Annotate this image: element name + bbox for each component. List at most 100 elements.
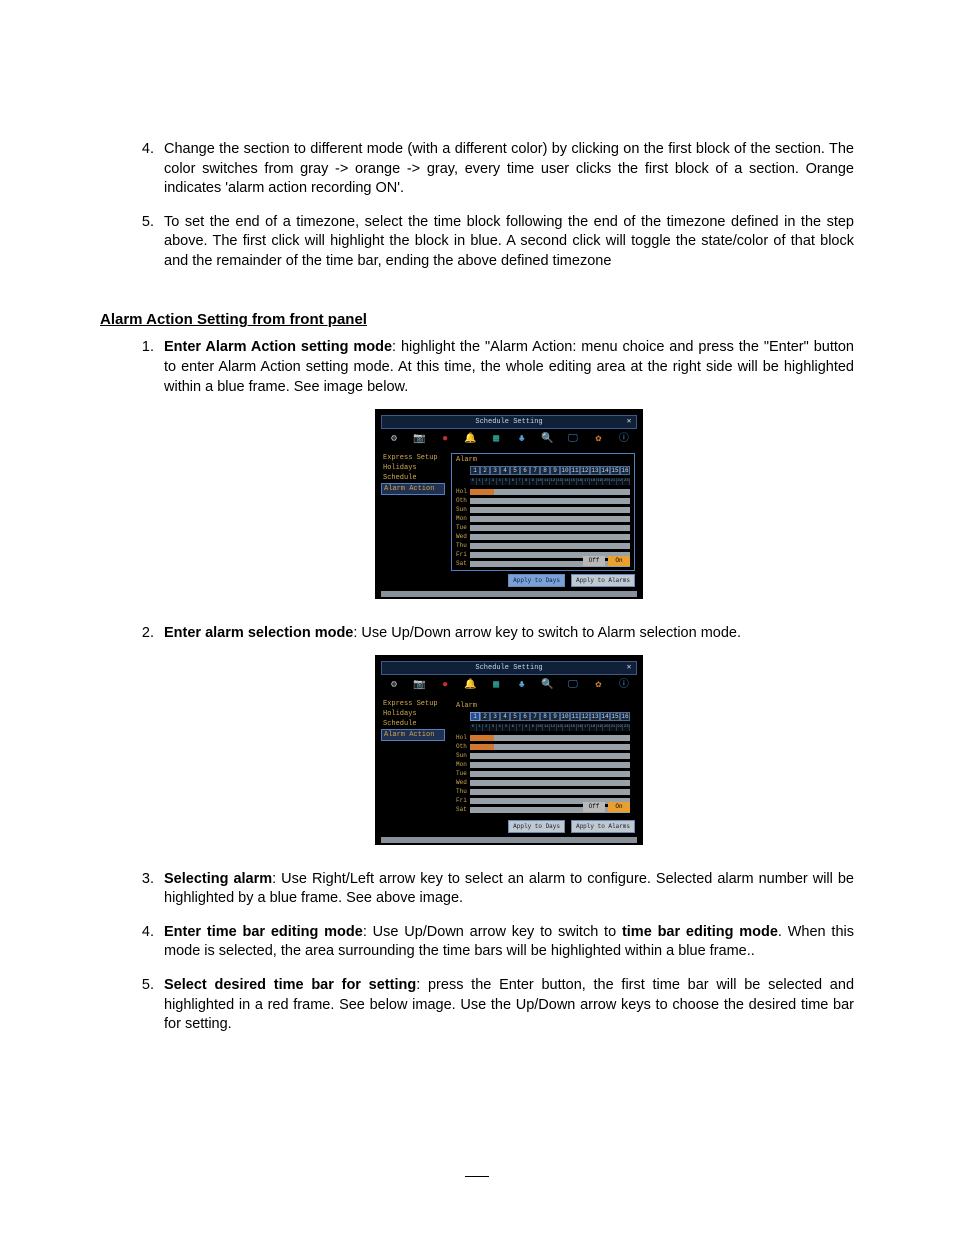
- hour-9: 9: [530, 478, 537, 485]
- alarm-num-14[interactable]: 14: [600, 466, 610, 475]
- hour-15: 15: [570, 478, 577, 485]
- alarm-num-7[interactable]: 7: [530, 712, 540, 721]
- alarm-num-15[interactable]: 15: [610, 466, 620, 475]
- alarm-num-9[interactable]: 9: [550, 466, 560, 475]
- alarm-num-13[interactable]: 13: [590, 712, 600, 721]
- time-bar-tue[interactable]: [470, 771, 630, 777]
- toolbar-icon-0[interactable]: ⚙: [387, 433, 401, 447]
- apply-to-alarms-button[interactable]: Apply to Alarms: [571, 820, 635, 833]
- alarm-num-13[interactable]: 13: [590, 466, 600, 475]
- hour-11: 11: [543, 724, 550, 731]
- time-bar-wed[interactable]: [470, 534, 630, 540]
- sidebar-item-alarm-action[interactable]: Alarm Action: [381, 729, 445, 741]
- window-titlebar: Schedule Setting✕: [381, 661, 637, 675]
- alarm-num-1[interactable]: 1: [470, 466, 480, 475]
- alarm-num-14[interactable]: 14: [600, 712, 610, 721]
- alarm-num-2[interactable]: 2: [480, 466, 490, 475]
- alarm-num-11[interactable]: 11: [570, 712, 580, 721]
- hour-5: 5: [503, 478, 510, 485]
- window-title: Schedule Setting: [382, 662, 636, 674]
- alarm-num-4[interactable]: 4: [500, 712, 510, 721]
- close-icon[interactable]: ✕: [624, 417, 634, 427]
- alarm-num-15[interactable]: 15: [610, 712, 620, 721]
- alarm-num-16[interactable]: 16: [620, 712, 630, 721]
- day-label-tue: Tue: [456, 770, 470, 778]
- toolbar-icon-7[interactable]: 🖵: [566, 433, 580, 447]
- page-footer-separator: [465, 1176, 489, 1177]
- alarm-num-6[interactable]: 6: [520, 712, 530, 721]
- sidebar-item-express-setup[interactable]: Express Setup: [381, 453, 445, 463]
- alarm-num-5[interactable]: 5: [510, 712, 520, 721]
- close-icon[interactable]: ✕: [624, 663, 634, 673]
- alarm-num-4[interactable]: 4: [500, 466, 510, 475]
- time-bar-hol[interactable]: [470, 735, 630, 741]
- time-bar-thu[interactable]: [470, 789, 630, 795]
- time-bar-mon[interactable]: [470, 516, 630, 522]
- toolbar-icon-2[interactable]: ●: [438, 433, 452, 447]
- hour-19: 19: [597, 724, 604, 731]
- apply-to-days-button[interactable]: Apply to Days: [508, 574, 565, 587]
- alarm-num-8[interactable]: 8: [540, 466, 550, 475]
- toolbar-icon-9[interactable]: ⓘ: [617, 679, 631, 693]
- toolbar-icon-7[interactable]: 🖵: [566, 679, 580, 693]
- alarm-num-10[interactable]: 10: [560, 712, 570, 721]
- alarm-num-12[interactable]: 12: [580, 466, 590, 475]
- sidebar-item-holidays[interactable]: Holidays: [381, 709, 445, 719]
- alarm-num-5[interactable]: 5: [510, 466, 520, 475]
- time-bar-mon[interactable]: [470, 762, 630, 768]
- toolbar-icon-2[interactable]: ●: [438, 679, 452, 693]
- toolbar-icon-1[interactable]: 📷: [413, 679, 427, 693]
- hour-20: 20: [603, 724, 610, 731]
- toolbar-icon-8[interactable]: ✿: [591, 679, 605, 693]
- alarm-num-10[interactable]: 10: [560, 466, 570, 475]
- apply-to-alarms-button[interactable]: Apply to Alarms: [571, 574, 635, 587]
- day-label-thu: Thu: [456, 788, 470, 796]
- time-bar-sun[interactable]: [470, 507, 630, 513]
- alarm-num-12[interactable]: 12: [580, 712, 590, 721]
- toolbar-icon-0[interactable]: ⚙: [387, 679, 401, 693]
- toolbar-icon-8[interactable]: ✿: [591, 433, 605, 447]
- hour-13: 13: [557, 724, 564, 731]
- schedule-editor-panel: Alarm12345678910111213141516012345678910…: [451, 699, 635, 817]
- alarm-num-7[interactable]: 7: [530, 466, 540, 475]
- toolbar-icon-5[interactable]: ♣: [515, 679, 529, 693]
- toolbar-icon-3[interactable]: 🔔: [464, 679, 478, 693]
- alarm-num-3[interactable]: 3: [490, 466, 500, 475]
- toolbar-icon-6[interactable]: 🔍: [540, 679, 554, 693]
- sidebar-item-holidays[interactable]: Holidays: [381, 463, 445, 473]
- alarm-num-16[interactable]: 16: [620, 466, 630, 475]
- toolbar-icon-4[interactable]: ▦: [489, 679, 503, 693]
- step-3-title: Selecting alarm: [164, 871, 272, 887]
- sidebar-item-schedule[interactable]: Schedule: [381, 473, 445, 483]
- alarm-num-8[interactable]: 8: [540, 712, 550, 721]
- toolbar-icon-6[interactable]: 🔍: [540, 433, 554, 447]
- toolbar-icon-3[interactable]: 🔔: [464, 433, 478, 447]
- toolbar-icon-5[interactable]: ♣: [515, 433, 529, 447]
- toolbar-icon-4[interactable]: ▦: [489, 433, 503, 447]
- time-bar-oth[interactable]: [470, 498, 630, 504]
- alarm-num-11[interactable]: 11: [570, 466, 580, 475]
- apply-to-days-button[interactable]: Apply to Days: [508, 820, 565, 833]
- sidebar-item-alarm-action[interactable]: Alarm Action: [381, 483, 445, 495]
- sidebar-item-express-setup[interactable]: Express Setup: [381, 699, 445, 709]
- toolbar-icon-row: ⚙ 📷 ● 🔔 ▦ ♣ 🔍 🖵 ✿ ⓘ: [383, 677, 635, 695]
- hour-1: 1: [477, 724, 484, 731]
- hour-9: 9: [530, 724, 537, 731]
- time-bar-hol[interactable]: [470, 489, 630, 495]
- alarm-num-3[interactable]: 3: [490, 712, 500, 721]
- time-bar-wed[interactable]: [470, 780, 630, 786]
- sidebar-item-schedule[interactable]: Schedule: [381, 719, 445, 729]
- toolbar-icon-9[interactable]: ⓘ: [617, 433, 631, 447]
- toolbar-icon-1[interactable]: 📷: [413, 433, 427, 447]
- day-label-sun: Sun: [456, 752, 470, 760]
- time-bar-tue[interactable]: [470, 525, 630, 531]
- day-row-sun: Sun: [456, 506, 630, 514]
- alarm-num-2[interactable]: 2: [480, 712, 490, 721]
- time-bar-oth[interactable]: [470, 744, 630, 750]
- hour-19: 19: [597, 478, 604, 485]
- time-bar-thu[interactable]: [470, 543, 630, 549]
- alarm-num-1[interactable]: 1: [470, 712, 480, 721]
- time-bar-sun[interactable]: [470, 753, 630, 759]
- alarm-num-9[interactable]: 9: [550, 712, 560, 721]
- alarm-num-6[interactable]: 6: [520, 466, 530, 475]
